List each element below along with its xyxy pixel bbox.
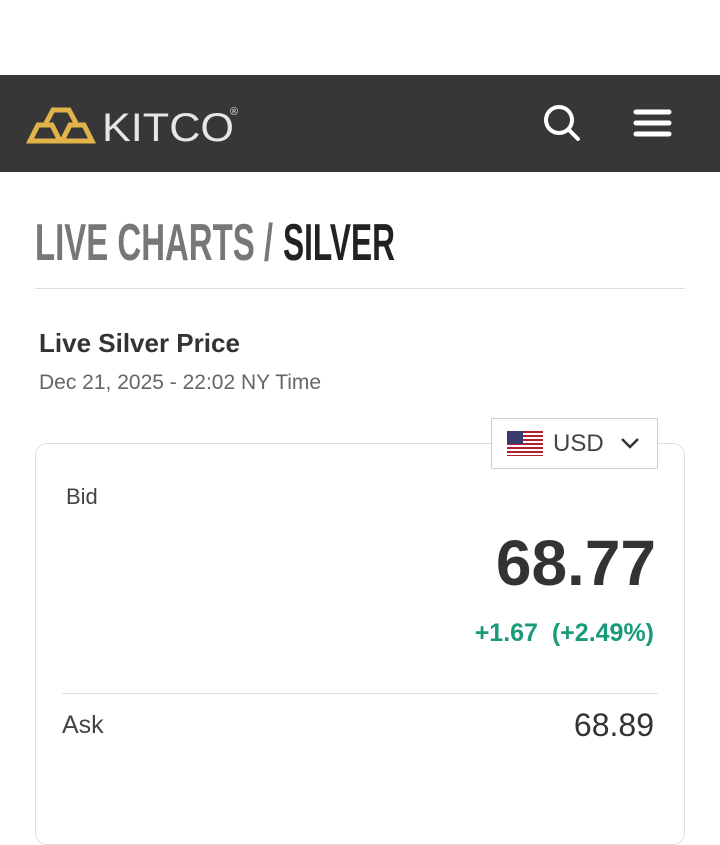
change-percent: (+2.49%) bbox=[551, 619, 654, 647]
logo[interactable]: KITCO ® bbox=[26, 103, 246, 147]
bid-price: 68.77 bbox=[495, 527, 656, 599]
panel-heading: Live Silver Price bbox=[39, 328, 240, 358]
us-flag bbox=[507, 431, 543, 456]
screen: KITCO ® LIVE CHARTS / SILVER Live Silver… bbox=[0, 75, 720, 845]
registered-mark: ® bbox=[230, 106, 238, 118]
dropdown-arrow bbox=[621, 438, 639, 449]
bid-label: Bid bbox=[66, 484, 98, 509]
title-metal: SILVER bbox=[283, 214, 395, 272]
price-change: +1.67 (+2.49%) bbox=[475, 619, 654, 648]
currency-label: USD bbox=[553, 430, 604, 457]
currency-select[interactable]: USD bbox=[491, 418, 658, 469]
menu-button[interactable] bbox=[632, 108, 674, 138]
page-title: LIVE CHARTS / SILVER bbox=[35, 214, 395, 272]
site-header: KITCO ® bbox=[0, 75, 720, 172]
change-value: +1.67 bbox=[474, 619, 538, 647]
ask-label: Ask bbox=[62, 711, 104, 739]
logo-bars bbox=[26, 107, 97, 144]
timestamp: Dec 21, 2025 - 22:02 NY Time bbox=[39, 371, 322, 394]
title-section[interactable]: LIVE CHARTS / bbox=[35, 214, 273, 272]
search-button[interactable] bbox=[542, 103, 582, 143]
page: {"header": {"logo": "KITCO", "registered… bbox=[0, 75, 720, 845]
ask-price: 68.89 bbox=[573, 707, 654, 743]
divider bbox=[62, 693, 658, 694]
logo-text: KITCO bbox=[102, 106, 234, 147]
divider bbox=[35, 288, 685, 289]
